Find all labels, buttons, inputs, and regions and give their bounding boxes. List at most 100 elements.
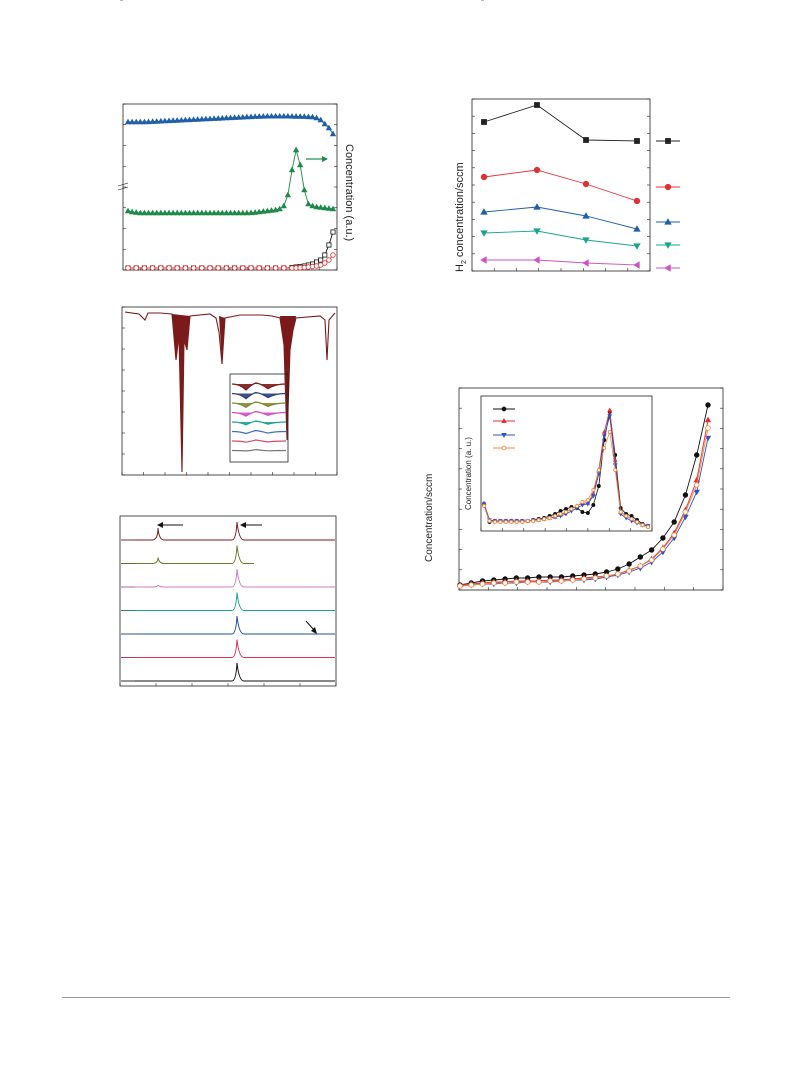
panel-d-series-4-point xyxy=(480,256,487,264)
panel-d-legend-marker xyxy=(664,218,672,225)
panel-a-right-ylabel: Concentration (a.u.) xyxy=(343,144,355,241)
panel-d-series-3-point xyxy=(582,237,590,244)
panel-d-series-0-point xyxy=(634,138,640,144)
panel-a-series-0-point xyxy=(243,113,251,120)
panel-d-ylabel-rest: concentration/sccm xyxy=(454,162,466,260)
panel-a-series-1-point xyxy=(243,209,251,216)
panel-a-series-0-point xyxy=(235,114,242,120)
panel-d-series-2-point xyxy=(633,225,641,232)
panel-b-inset-frame xyxy=(229,373,289,463)
panel-a-series xyxy=(124,112,337,271)
panel-a-series-0-point xyxy=(214,115,222,121)
panel-e-inset-series-3-point xyxy=(613,468,618,472)
panel-a-series-1-point xyxy=(284,191,292,198)
panel-e-inset-series-3-point xyxy=(498,520,503,524)
panel-e-inset-series-2-point xyxy=(585,502,591,507)
panel-e-series-2-point xyxy=(682,514,689,521)
panel-e-series-3-point xyxy=(479,581,486,587)
panel-a-series-1-point xyxy=(190,209,197,216)
panel-d-ylabel-h: H xyxy=(454,264,466,272)
panel-a-series-1-point xyxy=(313,203,320,210)
panel-b-frame xyxy=(121,306,338,476)
panel-a-series-0-point xyxy=(186,116,193,123)
panel-a-series-1-point xyxy=(124,207,132,214)
panel-d-series-4-point xyxy=(533,256,540,264)
panel-a-series-3-point xyxy=(149,265,156,271)
panel-c-trace xyxy=(121,615,335,635)
panel-a-series-1-point xyxy=(255,208,263,215)
panel-a-series-1-line xyxy=(127,149,334,214)
panel-e-series-3-point xyxy=(648,557,655,563)
panel-a-series-3-point xyxy=(199,265,205,271)
panel-a-series-1-point xyxy=(214,209,222,216)
panel-c-trace xyxy=(121,568,335,588)
panel-a-series-1-point xyxy=(210,209,218,216)
panel-d-series-2-line xyxy=(483,206,638,230)
panel-a-series-3-point xyxy=(174,265,180,271)
panel-e-series-3-point xyxy=(603,573,610,579)
panel-a-series-0-point xyxy=(182,116,189,123)
panel-a-series-1-point xyxy=(169,209,177,216)
panel-a-series-1-point xyxy=(268,207,275,213)
panel-a-series-1-point xyxy=(239,209,247,216)
panel-d-series xyxy=(480,102,641,269)
panel-a-series-3-point xyxy=(330,252,336,258)
panel-d-series-0-point xyxy=(481,119,487,125)
panel-e-inset-series-3-point xyxy=(569,507,574,511)
panel-e-inset-series-3-point xyxy=(607,430,612,434)
panel-a-series-1-point xyxy=(260,208,267,214)
panel-a-series-0-point xyxy=(128,118,136,125)
panel-a-series-0-point xyxy=(251,113,259,119)
panel-a-series-1-point xyxy=(251,209,259,215)
panel-d-series-0-line xyxy=(483,104,638,142)
panel-e-inset-series-2-point xyxy=(590,494,596,499)
panel-a-series-0-point xyxy=(284,112,292,119)
panel-d-ylabel-sub: 2 xyxy=(461,260,468,264)
panel-c-series xyxy=(121,521,335,682)
panel-e-series-3-point xyxy=(694,482,700,488)
panel-c-arrows xyxy=(157,522,317,634)
panel-a-series-1-point xyxy=(153,209,160,216)
panel-e-inset-series-3-point xyxy=(618,510,623,514)
panel-e-inset-series-3-point xyxy=(503,520,508,524)
panel-a-series-3-point xyxy=(272,265,279,271)
panel-e-series-3-point xyxy=(457,583,463,589)
panel-e-series-0-point xyxy=(637,554,644,560)
panel-e-inset-series-3-point xyxy=(525,519,530,523)
panel-a-series-3-point xyxy=(166,265,172,271)
panel-a-series-1-point xyxy=(137,209,144,216)
panel-a-series-0-point xyxy=(247,113,255,120)
panel-e-inset-series-3-point xyxy=(591,488,596,492)
panel-e-series-0-point xyxy=(705,402,711,408)
panel-a-series-0-point xyxy=(124,118,132,125)
panel-e-inset-series-3-point xyxy=(646,525,650,529)
panel-a-series-1-point xyxy=(206,209,214,216)
panel-d-series-2-point xyxy=(480,208,488,215)
panel-d-series-3-point xyxy=(533,228,541,235)
panel-a-series-0-point xyxy=(157,117,165,124)
panel-e-series-3-point xyxy=(705,425,711,431)
panel-e-inset-series-3-point xyxy=(624,514,629,518)
panel-a-series-0-point xyxy=(190,116,197,122)
panel-a-series-0-point xyxy=(141,118,148,125)
panel-e-series-3-point xyxy=(547,578,553,584)
panel-a-series-3-point xyxy=(133,265,139,271)
panel-a-series-3-point xyxy=(223,265,230,271)
panel-d-series-1-point xyxy=(533,166,541,174)
panel-e-inset-series-3-point xyxy=(531,519,536,523)
panel-d-frame xyxy=(471,98,651,272)
panel-e-series-3-point xyxy=(536,579,542,585)
panel-a-series-0-point xyxy=(194,116,201,122)
panel-a-series-1-point xyxy=(301,186,308,193)
panel-d-series-0-point xyxy=(583,137,589,143)
panel-a-series-1-point xyxy=(194,209,201,216)
panel-b-inset-trace xyxy=(231,439,287,443)
panel-e-series-3-point xyxy=(524,579,531,585)
panel-a-series-1-point xyxy=(296,161,304,168)
panel-a-series-0-point xyxy=(227,114,234,121)
panel-e-series-3-point xyxy=(615,571,621,577)
panel-e-series-3-point xyxy=(558,578,565,584)
panel-d-legend-marker xyxy=(664,242,672,249)
panel-c-trace xyxy=(121,639,335,658)
